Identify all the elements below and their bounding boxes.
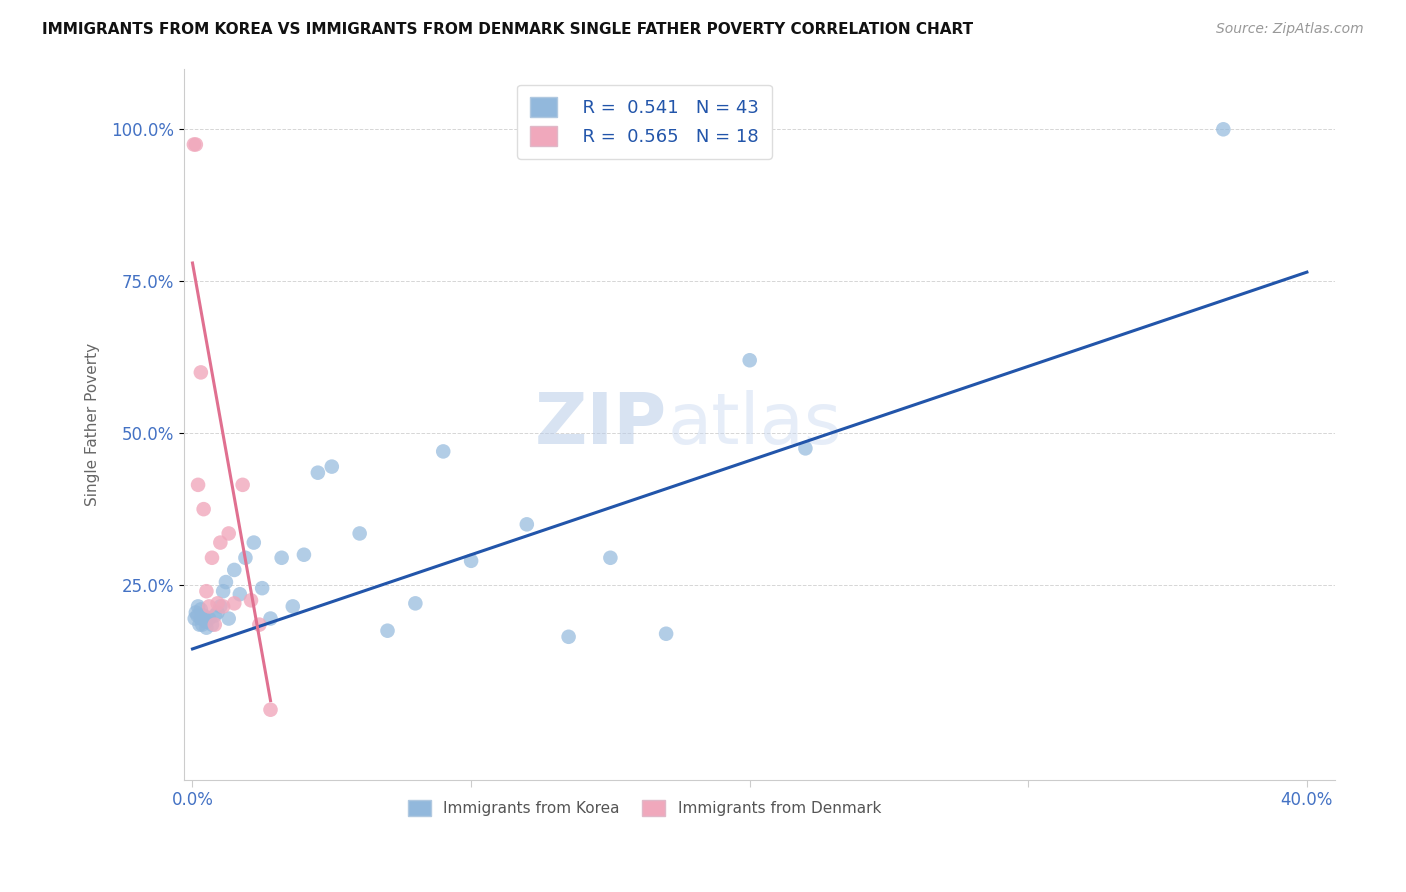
- Point: [247, 617, 270, 632]
- Point: [204, 608, 226, 623]
- Point: [224, 596, 246, 610]
- Point: [259, 703, 281, 717]
- Point: [218, 526, 240, 541]
- Point: [218, 611, 240, 625]
- Point: [195, 621, 218, 635]
- Point: [794, 442, 817, 456]
- Point: [193, 611, 215, 625]
- Point: [655, 626, 678, 640]
- Point: [209, 599, 232, 614]
- Point: [186, 608, 208, 623]
- Point: [195, 584, 218, 599]
- Point: [201, 617, 224, 632]
- Point: [190, 611, 212, 625]
- Point: [404, 596, 426, 610]
- Text: ZIP: ZIP: [536, 390, 668, 458]
- Point: [209, 535, 232, 549]
- Point: [198, 599, 221, 614]
- Point: [207, 606, 229, 620]
- Point: [201, 550, 224, 565]
- Point: [1212, 122, 1234, 136]
- Point: [184, 606, 207, 620]
- Point: [224, 563, 246, 577]
- Point: [432, 444, 454, 458]
- Point: [240, 593, 263, 607]
- Point: [188, 617, 211, 632]
- Point: [259, 611, 281, 625]
- Point: [191, 617, 214, 632]
- Point: [198, 611, 221, 625]
- Point: [184, 137, 207, 152]
- Text: atlas: atlas: [668, 390, 842, 458]
- Point: [557, 630, 579, 644]
- Point: [215, 575, 238, 590]
- Point: [183, 611, 205, 625]
- Point: [243, 535, 266, 549]
- Legend: Immigrants from Korea, Immigrants from Denmark: Immigrants from Korea, Immigrants from D…: [399, 791, 890, 825]
- Point: [195, 615, 218, 629]
- Point: [229, 587, 252, 601]
- Point: [599, 550, 621, 565]
- Point: [193, 608, 215, 623]
- Point: [281, 599, 304, 614]
- Point: [212, 599, 235, 614]
- Point: [349, 526, 371, 541]
- Point: [235, 550, 257, 565]
- Point: [307, 466, 329, 480]
- Text: IMMIGRANTS FROM KOREA VS IMMIGRANTS FROM DENMARK SINGLE FATHER POVERTY CORRELATI: IMMIGRANTS FROM KOREA VS IMMIGRANTS FROM…: [42, 22, 973, 37]
- Point: [187, 478, 209, 492]
- Point: [212, 584, 235, 599]
- Point: [190, 365, 212, 379]
- Point: [187, 599, 209, 614]
- Point: [460, 554, 482, 568]
- Point: [183, 137, 205, 152]
- Point: [738, 353, 761, 368]
- Point: [516, 517, 538, 532]
- Point: [292, 548, 315, 562]
- Point: [193, 502, 215, 516]
- Point: [321, 459, 343, 474]
- Point: [270, 550, 292, 565]
- Point: [232, 478, 254, 492]
- Y-axis label: Single Father Poverty: Single Father Poverty: [86, 343, 100, 506]
- Point: [204, 617, 226, 632]
- Point: [190, 602, 212, 616]
- Text: Source: ZipAtlas.com: Source: ZipAtlas.com: [1216, 22, 1364, 37]
- Point: [250, 581, 273, 595]
- Point: [377, 624, 399, 638]
- Point: [207, 596, 229, 610]
